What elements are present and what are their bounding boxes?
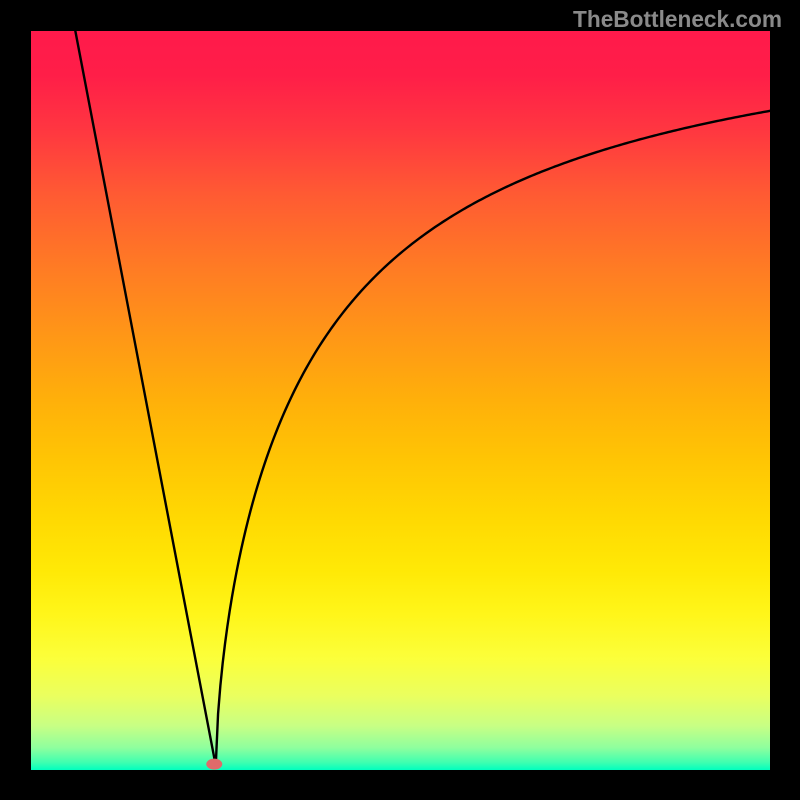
- chart-background: [31, 31, 770, 770]
- optimum-marker: [206, 759, 222, 770]
- bottleneck-chart: [0, 0, 800, 800]
- outer-frame: TheBottleneck.com: [0, 0, 800, 800]
- watermark-text: TheBottleneck.com: [573, 6, 782, 33]
